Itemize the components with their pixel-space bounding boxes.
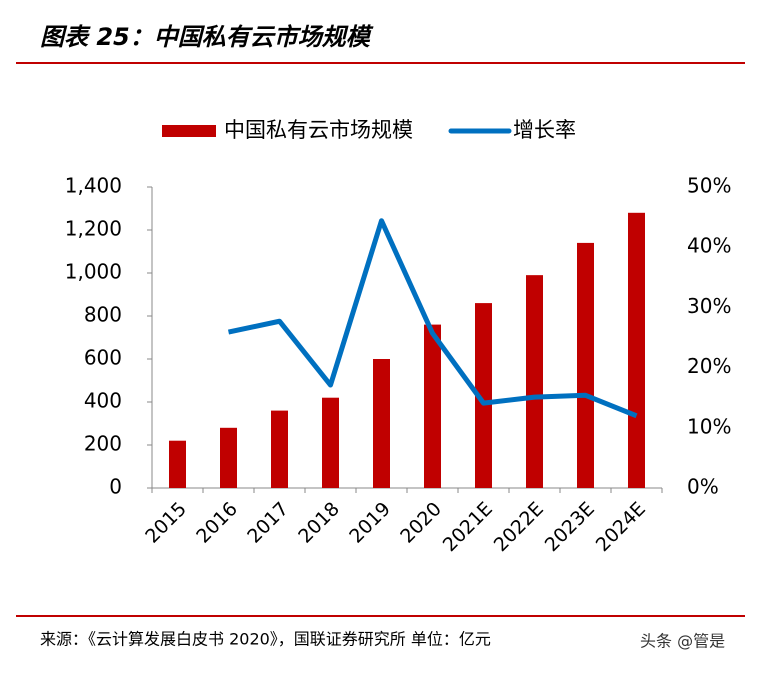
y2-tick-label: 50% [687,174,731,198]
bar [475,303,492,488]
legend-label: 中国私有云市场规模 [224,118,413,142]
bar [220,427,237,488]
legend-label: 增长率 [513,118,576,142]
source: 来源：《云计算发展白皮书 2020》，国联证券研究所 单位：亿元 [40,630,491,649]
y2-tick-label: 30% [687,294,731,318]
title: 图表 25：中国私有云市场规模 [40,23,374,51]
x-tick-label: 2021E [439,498,497,556]
x-tick-label: 2019 [345,498,395,548]
y2-tick-label: 40% [687,234,731,258]
bar [373,359,390,488]
y2-tick-label: 10% [687,414,731,438]
legend-swatch [162,125,216,137]
bar [322,397,339,488]
x-tick-label: 2018 [294,498,344,548]
x-tick-label: 2023E [541,498,599,556]
y2-tick-label: 20% [687,354,731,378]
bar [169,440,186,488]
bar [424,324,441,488]
bar [577,242,594,488]
bar [271,410,288,488]
watermark: 头条 @管是 [640,632,725,651]
y-tick-label: 800 [84,303,122,327]
x-tick-label: 2022E [490,498,548,556]
y-tick-label: 1,200 [65,217,122,241]
y-tick-label: 200 [84,432,122,456]
y-tick-label: 1,400 [65,174,122,198]
y2-tick-label: 0% [687,475,719,499]
line [227,218,638,419]
x-tick-label: 2015 [141,498,191,548]
y-tick-label: 400 [84,389,122,413]
x-tick-label: 2017 [243,498,293,548]
y-tick-label: 0 [109,475,122,499]
bar [628,212,645,489]
x-tick-label: 2016 [192,498,242,548]
y-tick-label: 600 [84,346,122,370]
y-tick-label: 1,000 [65,260,122,284]
bar [526,275,543,488]
x-tick-label: 2024E [592,498,650,556]
